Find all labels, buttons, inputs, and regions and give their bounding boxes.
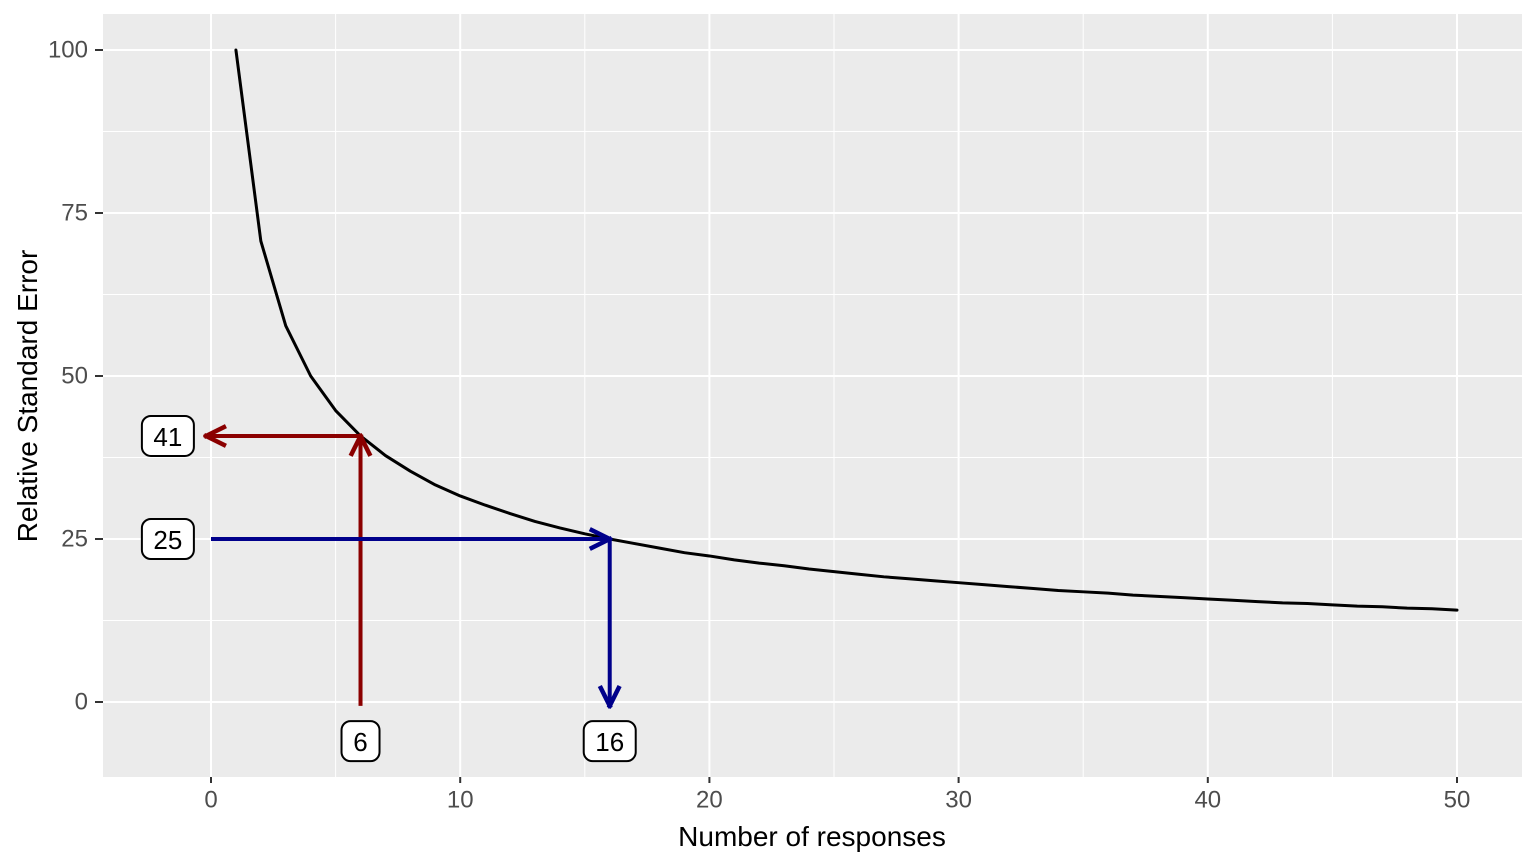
- y-tick-label: 50: [61, 363, 88, 390]
- dark-red-trace-arrowhead-1: [357, 432, 373, 457]
- y-tick-label: 100: [48, 37, 88, 64]
- x-tick-label: 40: [1194, 787, 1221, 814]
- x-tick-label: 50: [1444, 787, 1471, 814]
- annotation-label-box-6: [340, 720, 381, 763]
- plot-panel: [103, 14, 1522, 777]
- dark-blue-trace-arrowhead-1: [588, 535, 613, 551]
- x-tick-label: 20: [696, 787, 723, 814]
- annotation-label-text-41: 41: [153, 422, 182, 452]
- dark-red-trace-arrowhead-2: [203, 432, 227, 448]
- annotation-label-text-25: 25: [153, 525, 182, 555]
- annotation-label-box-25: [140, 518, 195, 560]
- dark-blue-trace-arrowhead-2: [606, 684, 622, 709]
- x-tick-label: 0: [204, 787, 217, 814]
- dark-blue-trace-arrowhead-1: [588, 527, 613, 543]
- x-axis-title: Number of responses: [678, 821, 946, 852]
- dark-blue-trace-arrowhead-2: [597, 684, 613, 709]
- y-tick-label: 25: [61, 526, 88, 553]
- annotation-label-text-6: 6: [353, 727, 367, 757]
- dark-red-trace-arrowhead-1: [348, 432, 364, 457]
- annotation-label-box-41: [140, 414, 195, 457]
- annotation-label-box-16: [582, 720, 637, 763]
- y-tick-label: 0: [75, 689, 88, 716]
- relative-standard-error-curve: [234, 48, 1459, 612]
- y-axis-title: Relative Standard Error: [12, 249, 43, 543]
- y-tick-label: 75: [61, 200, 88, 227]
- x-tick-label: 30: [945, 787, 972, 814]
- dark-red-trace-arrowhead-2: [203, 424, 227, 439]
- x-tick-label: 10: [447, 787, 474, 814]
- annotation-label-text-16: 16: [595, 727, 624, 757]
